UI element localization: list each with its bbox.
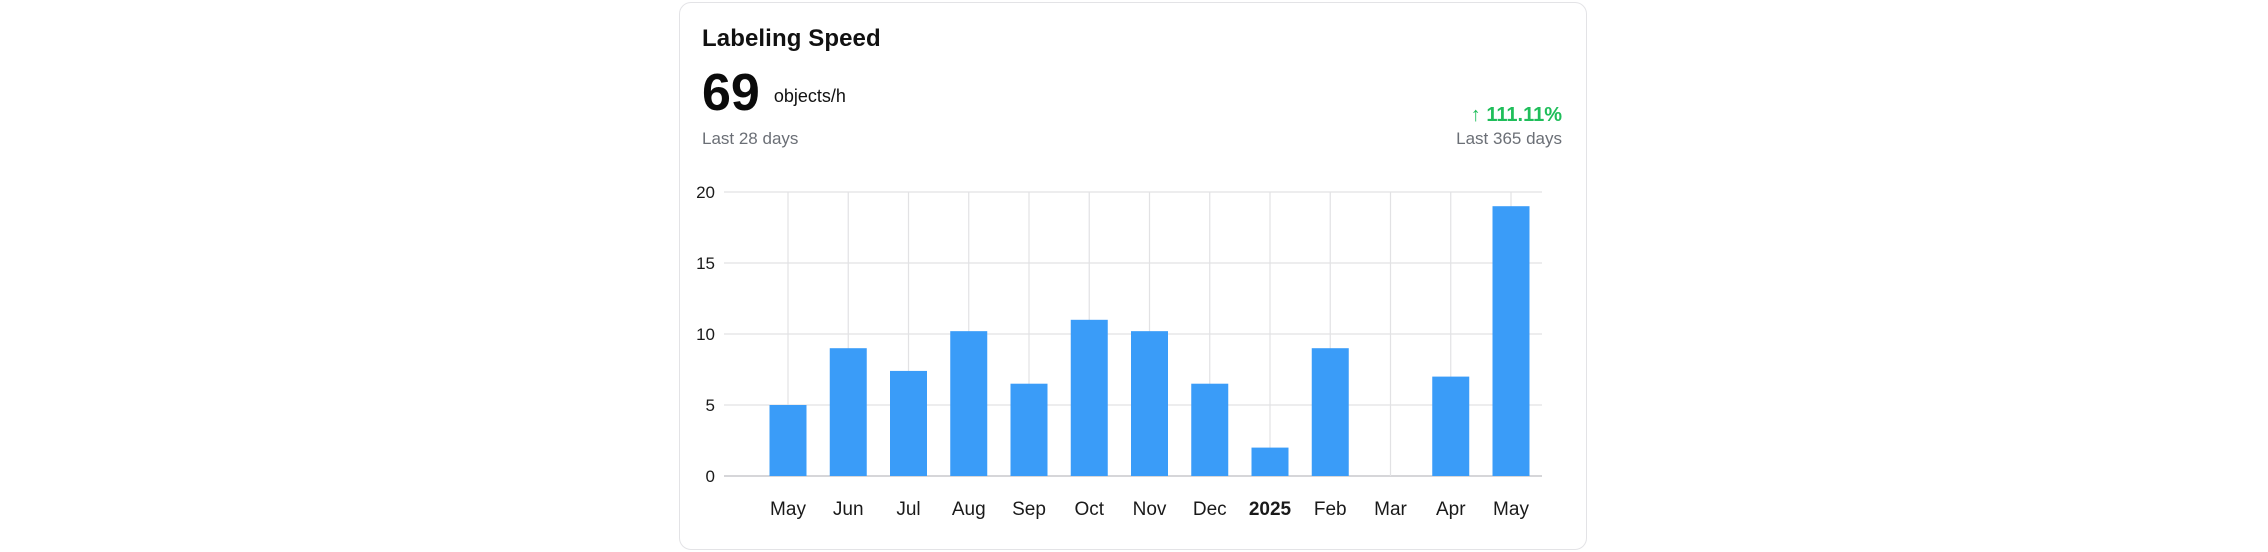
x-tick-label: Jul	[896, 499, 920, 520]
x-tick-label: Mar	[1374, 499, 1407, 520]
bar-2025-8[interactable]	[1251, 447, 1289, 476]
bar-chart: 0 5 10 15 20 May Jun Jul Aug Sep Oct Nov Dec 2025 Feb…	[696, 183, 1542, 520]
change-indicator: ↑ 111.11%	[1471, 104, 1562, 127]
x-tick-label: Feb	[1314, 499, 1347, 520]
metric-unit: objects/h	[773, 86, 846, 106]
y-tick-label: 10	[696, 325, 715, 344]
change-value: 111.11%	[1486, 104, 1562, 126]
x-tick-label: May	[1493, 499, 1529, 520]
x-tick-label: Aug	[952, 499, 986, 520]
labeling-speed-card: Labeling Speed 69 objects/h Last 28 days…	[679, 2, 1587, 550]
bar-sep-4[interactable]	[1010, 383, 1048, 476]
x-axis-labels: May Jun Jul Aug Sep Oct Nov Dec 2025 Feb Mar Apr May	[770, 499, 1529, 520]
x-tick-label: Jun	[833, 499, 864, 520]
metric-summary: 69 objects/h	[702, 67, 846, 119]
period-label-right: Last 365 days	[1456, 129, 1562, 148]
y-tick-label: 20	[696, 183, 715, 202]
x-tick-label: Oct	[1074, 499, 1104, 520]
bar-may-12[interactable]	[1492, 206, 1530, 476]
x-tick-label: 2025	[1249, 499, 1292, 520]
card-title: Labeling Speed	[702, 25, 881, 52]
bar-dec-7[interactable]	[1191, 383, 1229, 476]
x-tick-label: Apr	[1436, 499, 1466, 520]
bar-jul-2[interactable]	[890, 370, 927, 476]
bar-oct-5[interactable]	[1070, 319, 1108, 476]
bar-jun-1[interactable]	[829, 348, 867, 476]
chart-bars	[769, 206, 1530, 476]
x-tick-label: Sep	[1012, 499, 1046, 520]
y-tick-label: 5	[706, 396, 715, 415]
y-axis-ticks: 0 5 10 15 20	[696, 183, 715, 486]
bar-apr-11[interactable]	[1432, 376, 1470, 476]
x-tick-label: May	[770, 499, 806, 520]
period-label-left: Last 28 days	[702, 129, 799, 148]
y-tick-label: 15	[696, 254, 715, 273]
bar-aug-3[interactable]	[950, 331, 988, 476]
bar-nov-6[interactable]	[1131, 331, 1168, 476]
bar-may-0[interactable]	[769, 405, 807, 476]
y-tick-label: 0	[706, 467, 715, 486]
x-tick-label: Dec	[1193, 499, 1227, 520]
metric-value: 69	[702, 64, 760, 122]
bar-feb-9[interactable]	[1311, 348, 1349, 476]
arrow-up-icon: ↑	[1470, 104, 1481, 126]
x-tick-label: Nov	[1133, 499, 1167, 520]
